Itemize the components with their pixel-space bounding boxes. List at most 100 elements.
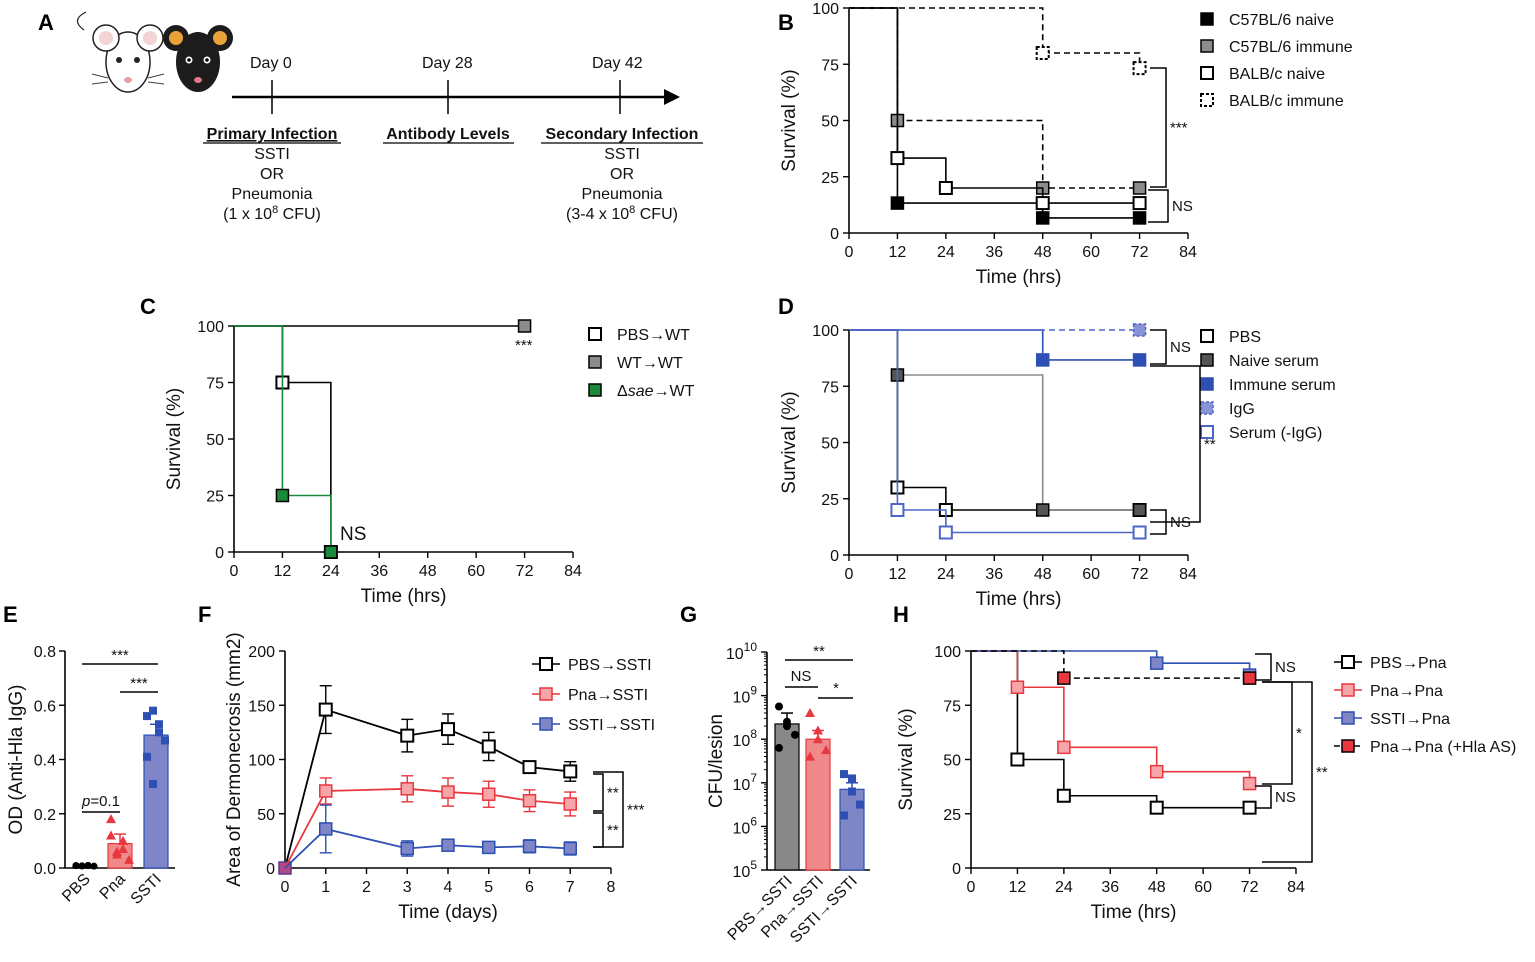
e-point [112,846,122,856]
f-point [563,797,577,811]
d-x-tick-label: 36 [985,566,1003,583]
e-y-tick-label: 0.8 [34,644,56,661]
f-point [400,841,414,856]
b-series-line [849,7,1140,204]
b-x-tick-label: 12 [889,244,907,261]
d-x-tick-label: 48 [1034,566,1052,583]
b-y-label: Survival (%) [779,69,800,171]
c-y-tick-label: 0 [215,545,224,562]
h-x-label: Time (hrs) [1091,902,1177,923]
f-legend-marker [539,687,553,701]
b-legend-label: BALB/c naive [1229,66,1325,83]
f-point [400,728,415,743]
h-x-tick-label: 36 [1101,879,1119,896]
black-mouse-icon [163,25,233,92]
h-x-tick-label: 84 [1287,879,1305,896]
g-point [848,787,856,796]
h-x-tick-label: 72 [1241,879,1259,896]
c-y-tick-label: 25 [206,489,224,506]
g-y-tick-label: 105 [733,858,758,881]
panel-letter-b: B [778,10,794,35]
h-sig-label: NS [1275,659,1296,676]
c-series-line [234,325,332,552]
primary-dose: (1 x 108 CFU) [223,204,321,223]
e-point [124,854,134,864]
b-point [1035,211,1050,225]
panel-letter-a: A [38,10,54,35]
f-x-tick-label: 8 [607,879,616,896]
b-x-tick-label: 36 [985,244,1003,261]
b-sig-label: NS [1172,198,1193,215]
g-point [805,708,815,718]
b-point [890,151,905,166]
timeline-day28: Day 28 [422,55,473,72]
c-legend-marker [588,327,602,341]
g-sig-label: * [833,680,839,697]
d-sig-bracket [1150,509,1167,535]
d-y-tick-label: 75 [821,379,839,396]
e-point [149,779,157,788]
g-point [848,774,856,783]
b-y-tick-label: 100 [812,1,839,18]
e-point [161,736,169,745]
d-y-tick-label: 0 [830,548,839,565]
g-point [813,725,823,735]
d-x-tick-label: 0 [845,566,854,583]
d-x-tick-label: 84 [1179,566,1197,583]
f-y-tick-label: 0 [266,861,275,878]
c-x-tick-label: 48 [419,563,437,580]
e-x-tick-label: Pna [97,871,129,903]
c-x-tick-label: 36 [370,563,388,580]
f-y-tick-label: 100 [248,753,275,770]
f-x-tick-label: 3 [403,879,412,896]
b-x-tick-label: 72 [1131,244,1149,261]
d-legend-label: Serum (-IgG) [1229,425,1322,442]
e-point [90,862,98,870]
e-point [72,862,80,870]
e-point [118,844,128,854]
d-legend-label: IgG [1229,401,1255,418]
e-point [149,706,157,715]
d-sig-label: NS [1170,339,1191,356]
e-point [155,720,163,729]
h-point [1242,671,1257,685]
d-legend-marker [1200,401,1214,415]
b-y-tick-label: 25 [821,170,839,187]
b-legend-marker [1200,93,1214,107]
f-x-tick-label: 5 [484,879,493,896]
h-point [1057,740,1071,755]
f-y-tick-label: 50 [257,807,275,824]
g-point [775,702,783,711]
d-x-tick-label: 24 [937,566,955,583]
h-point [1149,764,1164,779]
f-x-tick-label: 6 [525,879,534,896]
c-x-tick-label: 60 [467,563,485,580]
d-x-tick-label: 72 [1131,566,1149,583]
f-legend-label: SSTI→SSTI [568,717,655,734]
b-legend-marker [1200,12,1214,26]
g-bar [805,738,831,871]
h-y-tick-label: 0 [952,861,961,878]
h-series-line [971,650,1250,679]
e-sig-label: *** [130,675,148,692]
f-point [319,822,333,836]
c-sig-label: NS [340,524,366,545]
d-x-tick-label: 60 [1082,566,1100,583]
c-legend-label: Δsae→WT [617,383,695,400]
d-y-tick-label: 25 [821,492,839,509]
c-y-tick-label: 50 [206,432,224,449]
g-point [813,734,823,744]
h-point [1242,776,1257,791]
f-point [319,784,333,798]
antibody-heading: Antibody Levels [386,126,510,143]
f-point [441,785,455,799]
f-point [522,760,537,775]
primary-line3: Pneumonia [232,186,313,203]
d-legend-label: Immune serum [1229,377,1336,394]
f-sig-label: ** [607,785,619,802]
f-point [522,793,537,808]
d-sig-bracket [1150,365,1201,523]
b-point [1035,46,1050,60]
d-y-label: Survival (%) [779,391,800,493]
